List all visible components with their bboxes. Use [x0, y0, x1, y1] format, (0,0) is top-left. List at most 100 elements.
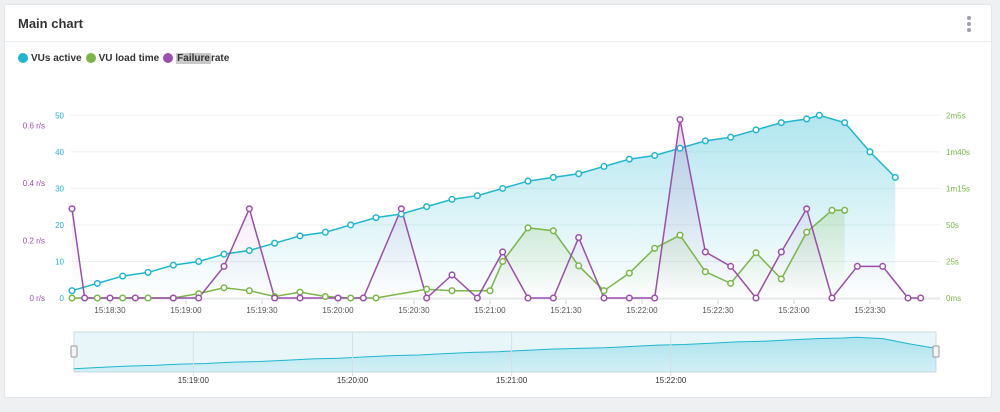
vu-load-time-point	[701, 268, 709, 276]
failure-rate-point	[131, 294, 139, 302]
vus-active-point	[499, 184, 507, 192]
failure-rate-point	[651, 294, 659, 302]
vus-active-point	[119, 272, 127, 280]
legend-item-vu-load-time[interactable]: VU load time	[85, 52, 160, 64]
failure-rate-point	[271, 294, 279, 302]
y-axis-load-tick: 1m40s	[946, 148, 970, 157]
vus-active-point	[93, 279, 101, 287]
x-axis-tick: 15:21:30	[550, 306, 582, 315]
legend-label: VU load time	[98, 52, 160, 64]
y-axis-rate-tick: 0.2 r/s	[23, 236, 45, 245]
vu-load-time-point	[245, 287, 253, 295]
vu-load-time-point	[549, 227, 557, 235]
failure-rate-point	[803, 205, 811, 213]
failure-rate-point	[68, 205, 76, 213]
x-axis-tick: 15:18:30	[94, 306, 126, 315]
failure-rate-point	[359, 294, 367, 302]
failure-rate-point	[81, 294, 89, 302]
x-axis-tick: 15:23:00	[778, 306, 810, 315]
failure-rate-point	[220, 262, 228, 270]
failure-rate-point	[195, 294, 203, 302]
y-axis-load-tick: 25s	[946, 257, 959, 266]
navigator-x-tick: 15:19:00	[178, 376, 210, 385]
vu-load-time-point	[144, 294, 152, 302]
x-axis-tick: 15:19:00	[170, 306, 202, 315]
vus-active-point	[701, 137, 709, 145]
vus-active-point	[752, 126, 760, 134]
vus-active-point	[321, 228, 329, 236]
failure-rate-point	[917, 294, 925, 302]
vus-active-point	[524, 177, 532, 185]
vu-load-time-point	[777, 275, 785, 283]
vu-load-time-point	[600, 287, 608, 295]
y-axis-load-tick: 50s	[946, 221, 959, 230]
legend-item-failure-rate[interactable]: Failure rate	[163, 52, 230, 64]
vus-active-point	[372, 214, 380, 222]
vus-active-point	[727, 133, 735, 141]
x-axis-tick: 15:19:30	[246, 306, 278, 315]
failure-rate-point	[473, 294, 481, 302]
failure-rate-point	[423, 294, 431, 302]
vu-load-time-point	[321, 292, 329, 301]
vus-active-point	[347, 221, 355, 229]
failure-rate-point	[701, 248, 709, 256]
vus-active-point	[866, 148, 874, 156]
navigator-left-handle[interactable]	[70, 345, 78, 358]
vus-active-line	[71, 114, 896, 292]
vu-load-time-point	[625, 269, 633, 277]
y-axis-load-tick: 2m5s	[946, 111, 966, 120]
more-options-icon[interactable]	[963, 15, 975, 33]
vus-active-point	[549, 173, 557, 181]
vus-active-point	[803, 115, 811, 123]
vu-load-time-point	[423, 285, 431, 293]
legend-label: rate	[210, 52, 230, 64]
y-axis-vus-tick: 50	[55, 111, 64, 120]
failure-rate-point	[676, 115, 684, 124]
vus-active-point	[815, 111, 823, 119]
y-axis-load-tick: 1m15s	[946, 184, 970, 193]
failure-rate-point	[549, 294, 557, 302]
vu-load-time-point	[220, 284, 228, 292]
vu-load-time-point	[803, 228, 811, 236]
chart-legend: VUs active VU load time Failure rate	[18, 50, 233, 66]
y-axis-load-tick: 0ms	[946, 294, 961, 303]
navigator-right-handle[interactable]	[932, 345, 940, 358]
vu-load-time-point	[676, 231, 684, 239]
x-axis-tick: 15:23:30	[854, 306, 886, 315]
vus-active-point	[575, 170, 583, 178]
navigator-x-tick: 15:21:00	[496, 376, 528, 385]
failure-rate-point	[727, 262, 735, 270]
vu-load-time-point	[448, 287, 456, 295]
failure-rate-point	[499, 248, 507, 256]
vu-load-time-point	[347, 294, 355, 302]
vus-active-point	[169, 261, 177, 269]
failure-rate-point	[397, 205, 405, 213]
vus-active-point	[68, 287, 76, 295]
navigator-x-tick: 15:20:00	[337, 376, 369, 385]
vu-load-time-point	[119, 294, 127, 302]
vu-load-time-point	[68, 294, 76, 302]
vus-active-point	[676, 144, 684, 152]
x-axis-tick: 15:20:00	[322, 306, 354, 315]
legend-dot-icon	[18, 53, 28, 63]
vus-active-point	[625, 155, 633, 163]
vu-load-time-point	[372, 294, 380, 302]
y-axis-rate-tick: 0.4 r/s	[23, 179, 45, 188]
vus-active-point	[651, 151, 659, 160]
legend-item-vus-active[interactable]: VUs active	[18, 53, 82, 64]
failure-rate-point	[334, 294, 342, 302]
x-axis-tick: 15:20:30	[398, 306, 430, 315]
navigator-area	[74, 337, 936, 372]
failure-rate-point	[106, 294, 114, 302]
failure-rate-point	[625, 294, 633, 302]
x-axis-tick: 15:22:30	[702, 306, 734, 315]
vu-load-time-point	[841, 206, 849, 214]
vus-active-point	[423, 203, 431, 211]
vus-active-point	[473, 192, 481, 200]
failure-rate-point	[828, 294, 836, 302]
failure-rate-point	[448, 271, 456, 279]
vu-load-time-point	[727, 279, 735, 287]
vu-load-time-point	[499, 257, 507, 266]
failure-rate-point	[296, 294, 304, 302]
